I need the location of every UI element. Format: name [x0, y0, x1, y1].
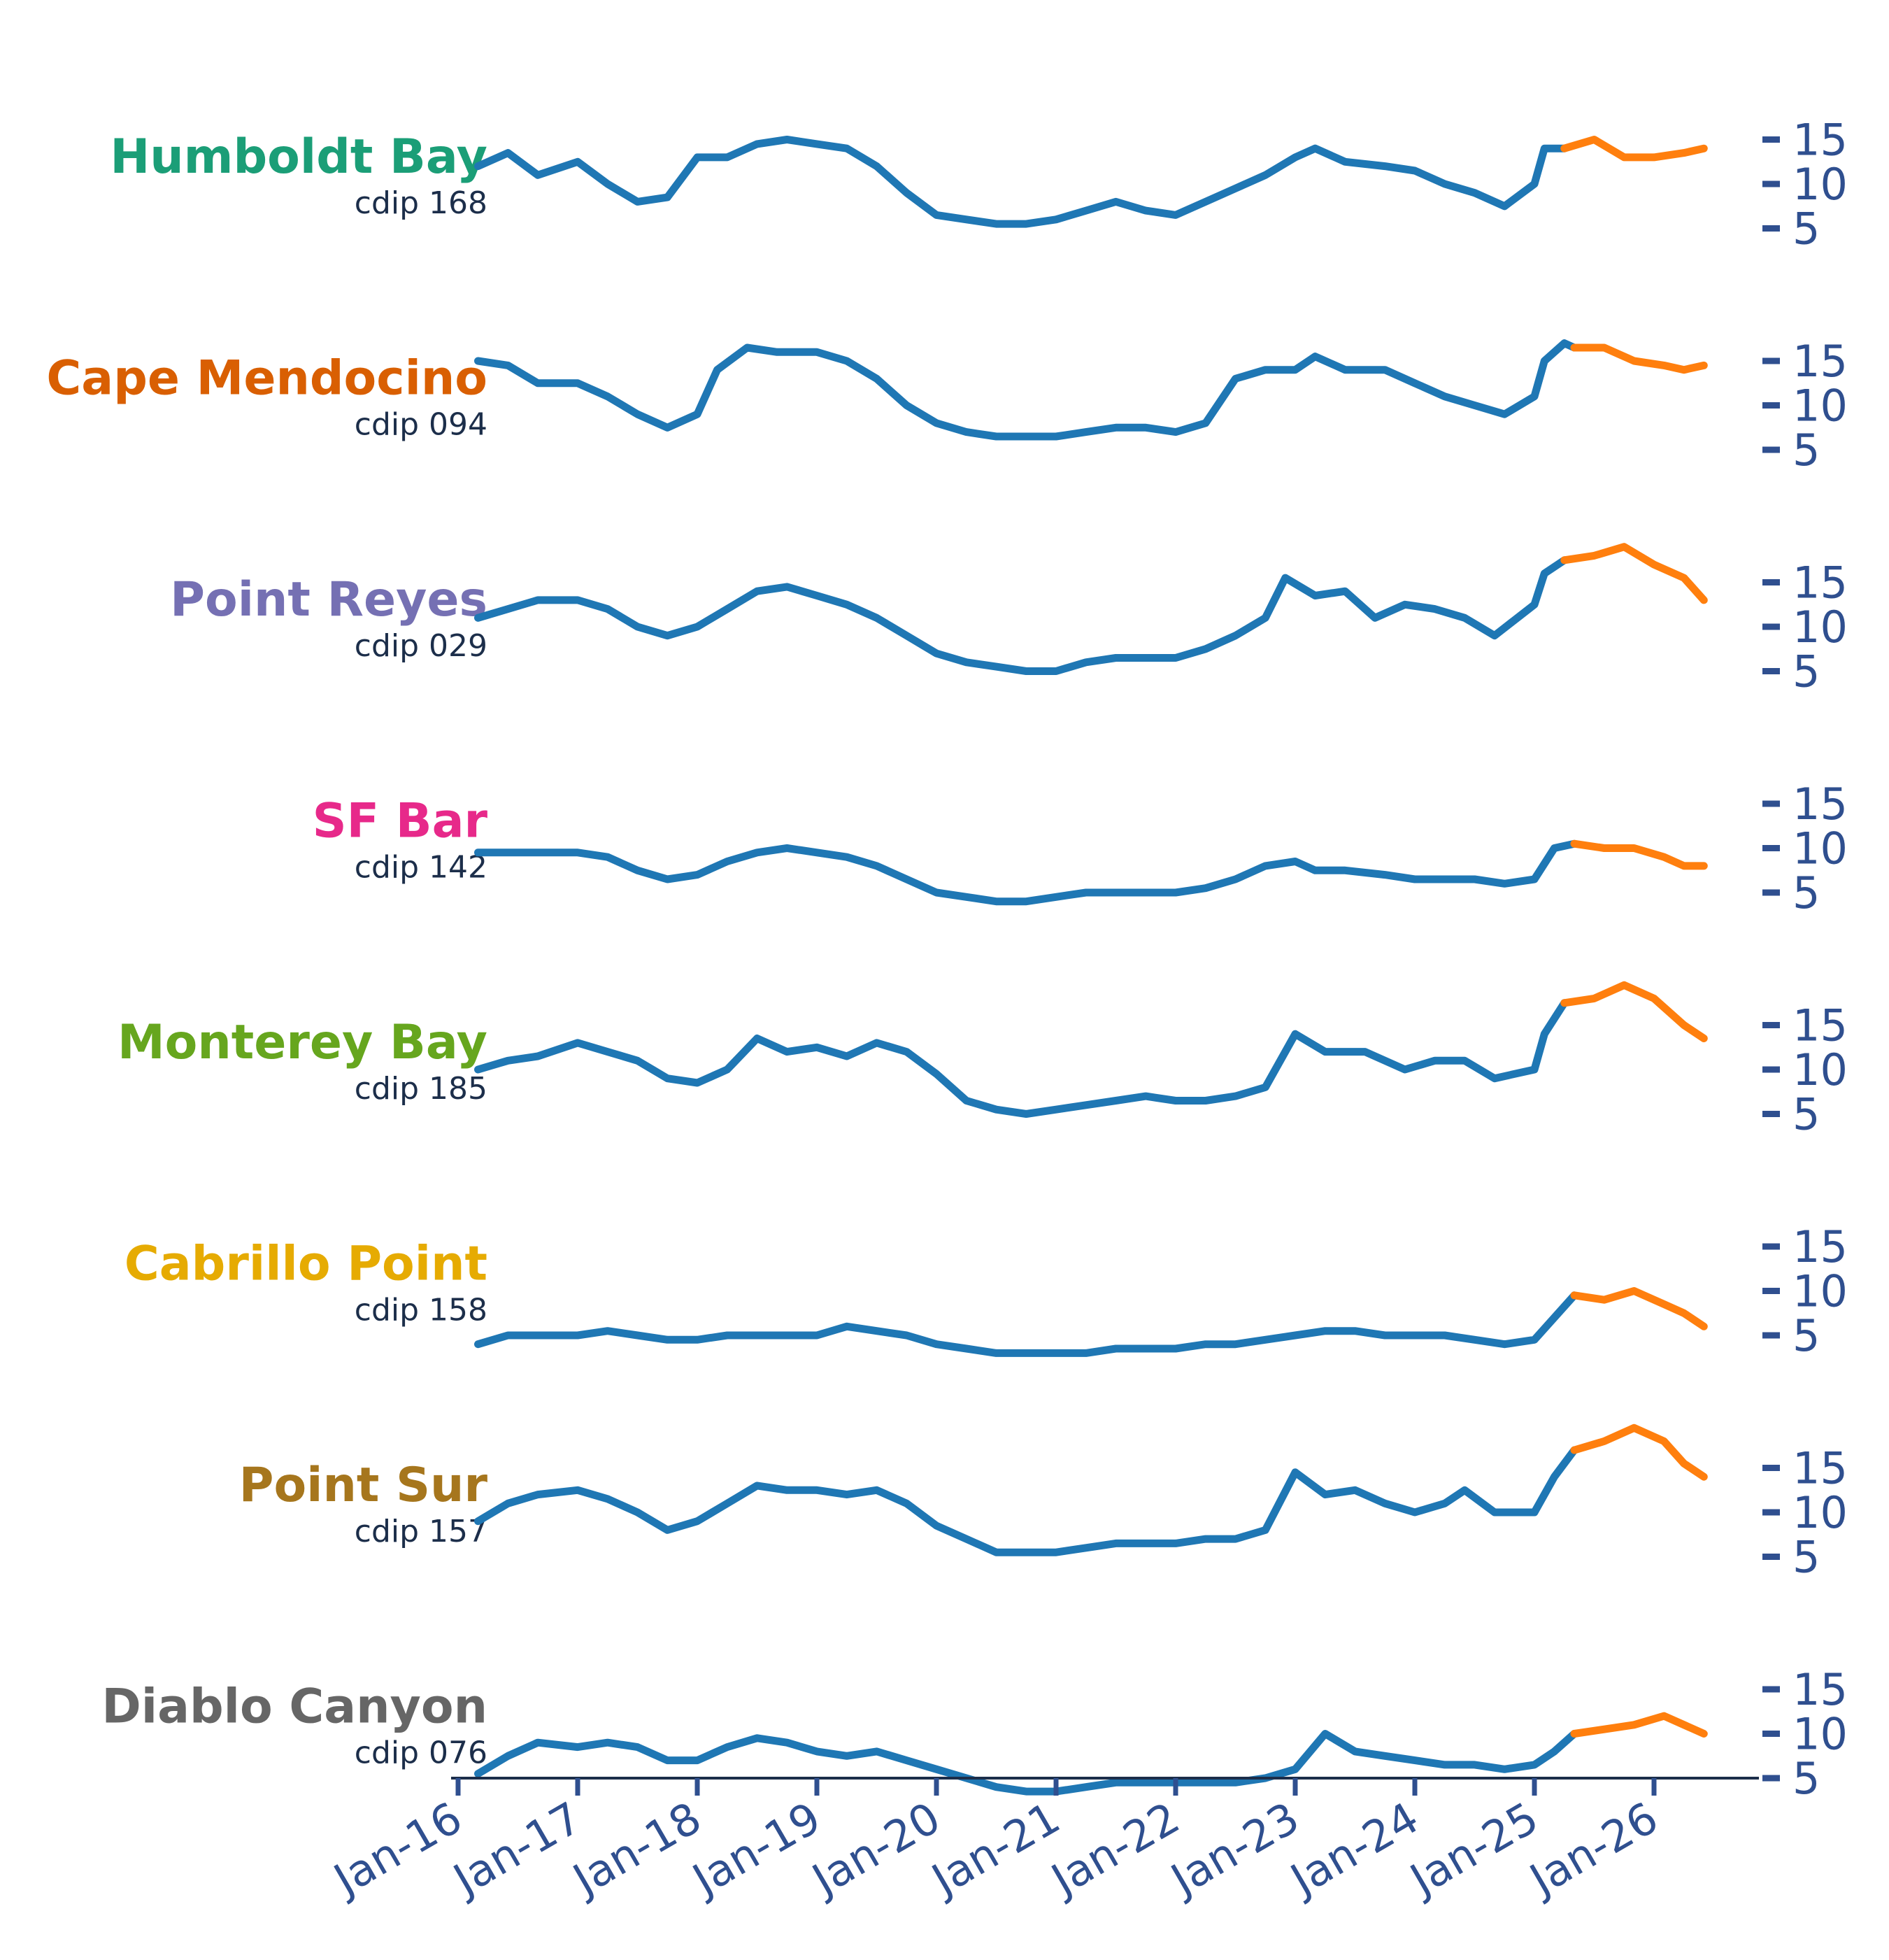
- x-tick-label: Jan-25: [1399, 1792, 1546, 1907]
- y-tick-label: 10: [1792, 1487, 1848, 1538]
- x-axis: Jan-16Jan-17Jan-18Jan-19Jan-20Jan-21Jan-…: [323, 1777, 1759, 1907]
- station-id: cdip 168: [355, 185, 487, 221]
- y-tick-label: 10: [1792, 602, 1848, 653]
- forecast-series-line: [1560, 543, 1708, 604]
- station-id: cdip 029: [355, 628, 487, 664]
- forecast-series-line: [1570, 1287, 1708, 1330]
- observed-series-line: [474, 136, 1569, 228]
- y-tick-label: 15: [1792, 1443, 1848, 1494]
- station-name: Cape Mendocino: [46, 350, 487, 406]
- y-tick-label: 15: [1792, 1000, 1848, 1051]
- y-tick-label: 10: [1792, 381, 1848, 432]
- station-id: cdip 142: [355, 849, 487, 885]
- y-tick-label: 10: [1792, 1709, 1848, 1760]
- observed-series-line: [474, 839, 1578, 906]
- y-tick-label: 5: [1792, 1753, 1820, 1804]
- x-tick-label: Jan-21: [921, 1792, 1068, 1907]
- forecast-series-line: [1570, 839, 1708, 870]
- x-tick-label: Jan-20: [801, 1792, 948, 1907]
- forecast-series-line: [1570, 343, 1708, 374]
- y-tick-label: 15: [1792, 1664, 1848, 1715]
- observed-series-line: [474, 999, 1569, 1118]
- station-id: cdip 094: [355, 406, 487, 442]
- station-name: Monterey Bay: [117, 1015, 487, 1070]
- station-id: cdip 157: [355, 1514, 487, 1549]
- x-tick-label: Jan-18: [562, 1792, 709, 1907]
- observed-series-line: [474, 1730, 1578, 1796]
- x-tick-label: Jan-23: [1160, 1792, 1307, 1907]
- observed-series-line: [474, 556, 1569, 675]
- y-tick-label: 15: [1792, 336, 1848, 387]
- x-tick-label: Jan-19: [682, 1792, 829, 1907]
- forecast-series-line: [1570, 1423, 1708, 1481]
- forecast-series-line: [1560, 136, 1708, 162]
- y-tick-label: 15: [1792, 115, 1848, 166]
- y-tick-label: 5: [1792, 425, 1820, 476]
- y-tick-label: 5: [1792, 646, 1820, 697]
- station-name: Humboldt Bay: [110, 129, 487, 185]
- station-name: SF Bar: [313, 793, 488, 848]
- y-tick-label: 10: [1792, 823, 1848, 874]
- observed-series-line: [474, 1446, 1578, 1556]
- y-tick-label: 15: [1792, 779, 1848, 830]
- x-tick-label: Jan-16: [323, 1792, 470, 1907]
- station-id: cdip 158: [355, 1292, 487, 1328]
- forecast-series-line: [1560, 981, 1708, 1042]
- y-tick-label: 15: [1792, 558, 1848, 609]
- x-tick-label: Jan-17: [443, 1792, 590, 1907]
- observed-series-line: [474, 339, 1578, 441]
- y-tick-label: 5: [1792, 1089, 1820, 1140]
- station-name: Diablo Canyon: [101, 1679, 487, 1734]
- station-name: Cabrillo Point: [124, 1236, 487, 1291]
- y-tick-label: 5: [1792, 867, 1820, 918]
- y-tick-label: 10: [1792, 1266, 1848, 1317]
- station-name: Point Reyes: [170, 572, 487, 627]
- y-tick-label: 5: [1792, 1310, 1820, 1361]
- y-tick-label: 5: [1792, 1532, 1820, 1583]
- x-tick-label: Jan-26: [1519, 1792, 1666, 1907]
- x-tick-label: Jan-24: [1280, 1792, 1427, 1907]
- station-id: cdip 185: [355, 1071, 487, 1107]
- y-tick-label: 5: [1792, 204, 1820, 255]
- x-tick-label: Jan-22: [1041, 1792, 1188, 1907]
- station-name: Point Sur: [239, 1458, 488, 1513]
- y-tick-label: 10: [1792, 1044, 1848, 1095]
- y-tick-label: 15: [1792, 1221, 1848, 1272]
- observed-series-line: [474, 1291, 1578, 1357]
- y-tick-label: 10: [1792, 159, 1848, 210]
- station-id: cdip 076: [355, 1735, 487, 1770]
- forecast-series-line: [1570, 1712, 1708, 1738]
